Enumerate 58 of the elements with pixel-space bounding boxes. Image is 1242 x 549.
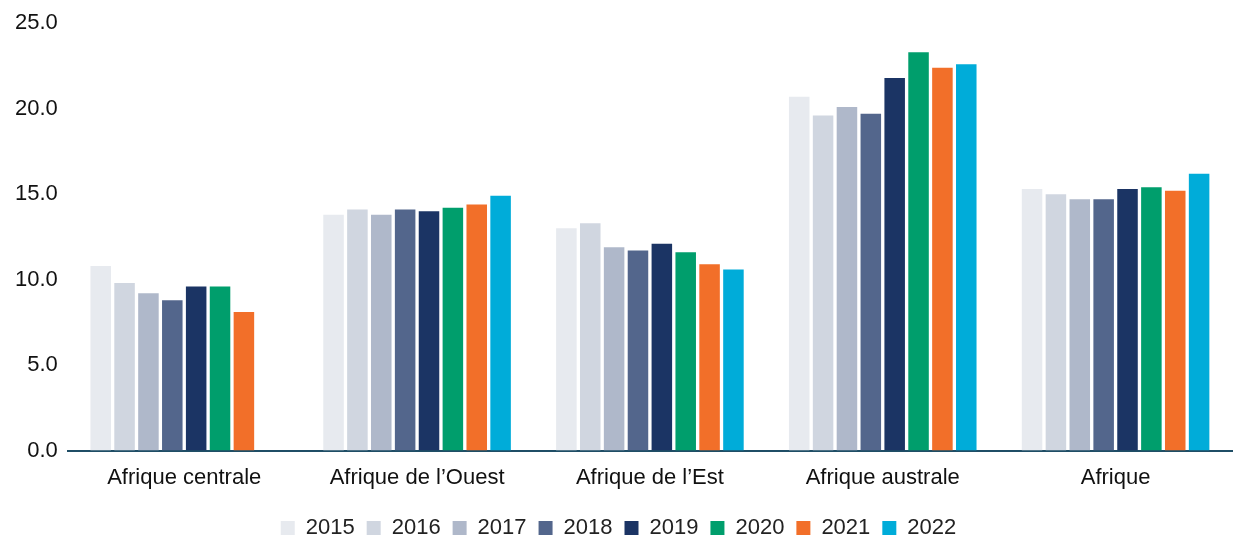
bar [138,293,159,451]
bar [812,115,834,451]
y-tick-label: 25.0 [14,9,58,35]
bar [1021,189,1043,451]
legend-label: 2021 [821,514,871,540]
x-tick-label: Afrique australe [805,463,960,489]
bar [603,247,625,451]
bar [418,211,440,451]
bar [788,96,810,451]
bar [1164,190,1186,451]
legend-label: 2022 [907,514,957,540]
bar [442,207,464,451]
bar [932,67,953,451]
bar [394,209,416,451]
x-tick-label: Afrique de l’Ouest [329,463,505,489]
y-tick-label: 5.0 [27,351,58,377]
bar [347,209,368,451]
bar [723,269,744,451]
bar [466,204,487,451]
bar [185,286,207,451]
bar [579,223,601,451]
x-tick-label: Afrique de l’Est [575,463,724,489]
bar [860,113,882,451]
x-tick-label: Afrique [1080,463,1151,489]
bar [1117,189,1138,451]
bar [114,283,135,451]
legend-label: 2018 [563,514,613,540]
legend-label: 2015 [305,514,355,540]
legend-label: 2019 [649,514,699,540]
bar [1045,194,1067,451]
bar [836,106,858,451]
y-tick-label: 15.0 [14,180,58,206]
bar [1141,187,1162,451]
legend-label: 2020 [735,514,785,540]
bar [956,64,977,451]
y-tick-label: 20.0 [14,94,58,120]
x-tick-label: Afrique centrale [107,463,262,489]
bar [490,195,511,451]
bar [627,250,649,451]
legend-label: 2016 [391,514,441,540]
bar [699,264,720,451]
bar [884,77,905,451]
bar [675,252,696,451]
bar [371,214,392,451]
bar [908,52,929,451]
bar [1069,199,1091,451]
bar [1093,199,1114,451]
bar [209,286,231,451]
y-tick-label: 10.0 [14,265,58,291]
bar [323,214,344,451]
bar [162,300,183,451]
bar [233,312,255,451]
legend-label: 2017 [477,514,527,540]
bar [651,243,673,451]
bar [1188,173,1210,451]
y-tick-label: 0.0 [27,436,58,462]
bar [90,265,111,451]
bar [556,228,577,451]
